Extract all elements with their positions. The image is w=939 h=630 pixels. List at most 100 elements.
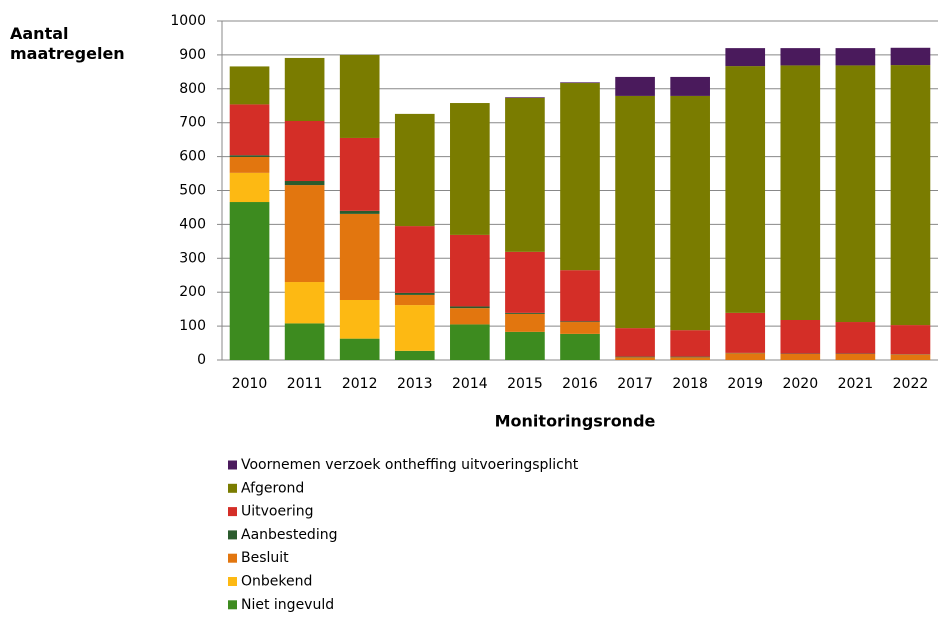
bar-segment xyxy=(780,353,821,360)
bar-segment xyxy=(560,321,600,323)
bar-segment xyxy=(394,292,435,295)
bar-segment xyxy=(615,95,655,329)
legend-label: Aanbesteding xyxy=(241,527,337,543)
bar-segment xyxy=(394,294,435,306)
y-axis-title: Aantal maatregelen xyxy=(10,24,125,63)
bar-segment xyxy=(284,323,325,360)
bar-segment xyxy=(284,282,325,324)
bar-segment xyxy=(560,333,600,360)
bar-segment xyxy=(890,354,931,360)
bar-segment xyxy=(339,210,380,214)
y-tick-label: 500 xyxy=(179,183,206,199)
x-tick-label: 2014 xyxy=(452,376,488,392)
x-tick-label: 2019 xyxy=(727,376,763,392)
bar-segment xyxy=(450,308,490,325)
bar-segment xyxy=(780,48,821,66)
bar-segment xyxy=(394,350,435,360)
legend-swatch xyxy=(228,577,237,586)
bar-segment xyxy=(725,353,766,360)
bar-segment xyxy=(780,319,821,354)
x-tick-label: 2013 xyxy=(397,376,433,392)
bar-segment xyxy=(835,48,876,66)
legend-label: Onbekend xyxy=(241,574,312,590)
bar-segment xyxy=(229,202,270,360)
bar-segment xyxy=(505,312,545,314)
bar-segment xyxy=(394,305,435,351)
bar-segment xyxy=(615,356,655,358)
bar-segment xyxy=(229,104,270,156)
bar-segment xyxy=(670,95,710,331)
y-tick-label: 600 xyxy=(179,149,206,165)
bar-segment xyxy=(284,57,325,122)
bar-segment xyxy=(670,356,710,358)
legend-label: Besluit xyxy=(241,550,289,566)
bar-segment xyxy=(670,330,710,357)
bar-segment xyxy=(229,156,270,173)
x-tick-label: 2018 xyxy=(672,376,708,392)
bar-segment xyxy=(505,331,545,360)
legend-swatch xyxy=(228,600,237,610)
bar-segment xyxy=(615,76,655,96)
bar-segment xyxy=(450,103,490,235)
bar-segment xyxy=(339,213,380,300)
bar-segment xyxy=(505,97,545,252)
bar-segment xyxy=(560,82,600,84)
bar-segment xyxy=(560,322,600,334)
x-tick-label: 2015 xyxy=(507,376,543,392)
legend-swatch xyxy=(228,530,237,540)
legend-swatch xyxy=(228,553,237,563)
x-tick-label: 2012 xyxy=(342,376,378,392)
bar-segment xyxy=(339,54,380,138)
bar-segment xyxy=(670,357,710,360)
bar-segment xyxy=(450,234,490,307)
bar-segment xyxy=(394,113,435,227)
bar-segment xyxy=(284,185,325,283)
y-tick-label: 100 xyxy=(179,318,206,334)
bar-segment xyxy=(560,270,600,322)
bar-segment xyxy=(835,65,876,323)
y-tick-label: 0 xyxy=(197,352,206,368)
x-tick-label: 2017 xyxy=(617,376,653,392)
bar-segment xyxy=(890,65,931,326)
bar-segment xyxy=(284,121,325,182)
bar-segment xyxy=(780,65,821,320)
bar-segment xyxy=(725,48,766,67)
bar-segment xyxy=(339,338,380,360)
bar-segment xyxy=(229,66,270,105)
bar-segment xyxy=(284,181,325,186)
legend-label: Niet ingevuld xyxy=(241,597,334,613)
bar-segment xyxy=(229,155,270,157)
y-tick-label: 700 xyxy=(179,115,206,131)
x-tick-label: 2021 xyxy=(838,376,874,392)
bar-segment xyxy=(615,328,655,357)
bar-segment xyxy=(505,251,545,313)
y-tick-label: 300 xyxy=(179,250,206,266)
bar-segment xyxy=(505,313,545,332)
bar-segment xyxy=(890,47,931,66)
legend-swatch xyxy=(228,483,237,493)
y-tick-label: 400 xyxy=(179,216,206,232)
x-tick-label: 2016 xyxy=(562,376,598,392)
y-tick-label: 900 xyxy=(179,47,206,63)
legend-label: Voornemen verzoek ontheffing uitvoerings… xyxy=(241,457,579,473)
bar-segment xyxy=(450,306,490,309)
legend-label: Uitvoering xyxy=(241,504,314,520)
bar-segment xyxy=(394,226,435,293)
bar-segment xyxy=(725,312,766,353)
bar-segment xyxy=(835,353,876,360)
bar-segment xyxy=(615,357,655,360)
bar-segment xyxy=(835,322,876,354)
x-axis-title: Monitoringsronde xyxy=(495,412,656,431)
x-tick-label: 2022 xyxy=(893,376,929,392)
legend-swatch xyxy=(228,460,237,470)
bar-segment xyxy=(725,66,766,313)
y-tick-label: 800 xyxy=(179,81,206,97)
bar-segment xyxy=(339,299,380,339)
y-tick-label: 200 xyxy=(179,284,206,300)
bar-segment xyxy=(339,137,380,211)
x-tick-label: 2020 xyxy=(782,376,818,392)
x-tick-label: 2011 xyxy=(287,376,323,392)
bar-segment xyxy=(560,83,600,271)
